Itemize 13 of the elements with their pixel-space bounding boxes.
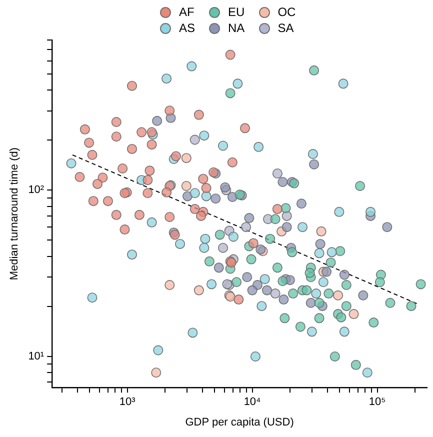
legend-label: OC [278, 5, 296, 19]
x-tick-label: 10³ [119, 396, 136, 408]
legend-label: NA [228, 21, 245, 35]
x-tick-label: 10⁵ [368, 396, 386, 408]
legend-label: EU [228, 5, 245, 19]
y-tick-label: 10² [28, 184, 44, 196]
y-axis-title: Median turnaround time (d) [8, 147, 21, 280]
legend-label: AS [179, 21, 196, 35]
y-tick-label: 10¹ [28, 350, 44, 363]
x-tick-label: 10⁴ [244, 396, 262, 408]
legend-label: SA [278, 21, 294, 35]
x-axis-title: GDP per capita (USD) [185, 416, 294, 428]
legend-label: AF [179, 5, 194, 19]
